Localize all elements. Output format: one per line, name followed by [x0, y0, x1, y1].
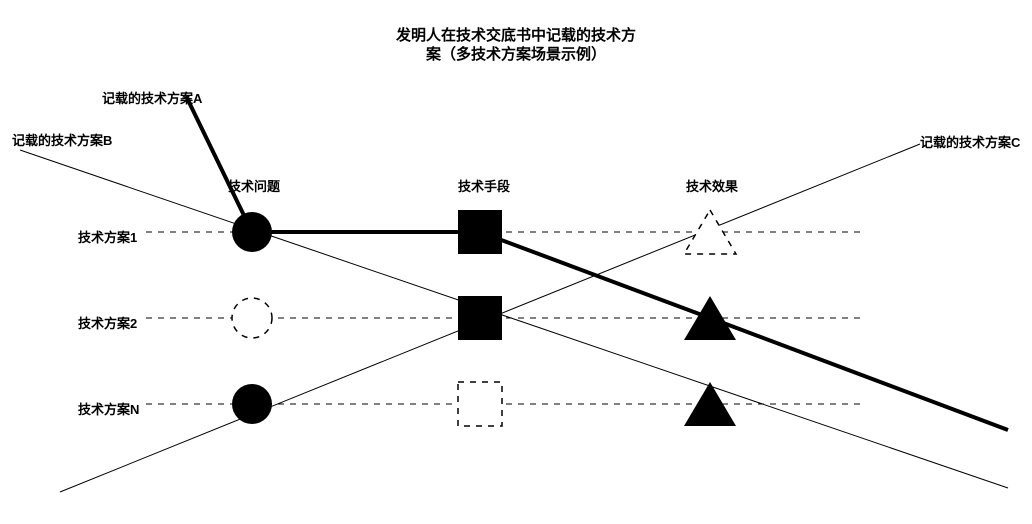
diagram-canvas: [0, 0, 1032, 524]
